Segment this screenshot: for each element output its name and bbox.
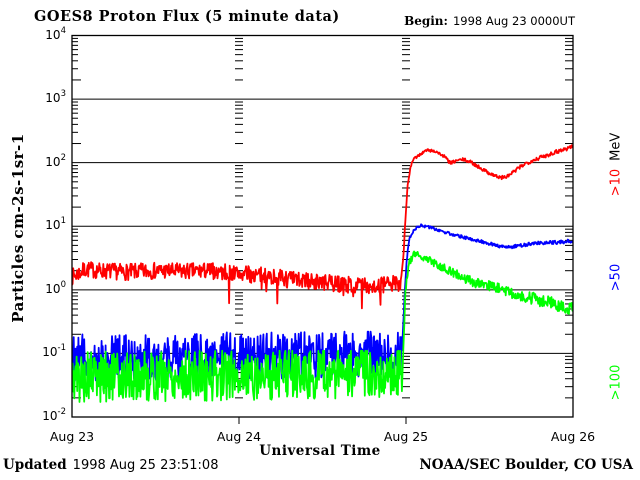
updated-value: 1998 Aug 25 23:51:08 xyxy=(72,458,219,473)
begin-label: Begin: xyxy=(404,14,448,28)
updated-label: Updated xyxy=(3,457,67,473)
series-label-gt10mev: >10MeV xyxy=(608,132,624,197)
y-tick-label: 101 xyxy=(45,216,66,233)
series-label-gt100: >100 xyxy=(608,364,624,401)
x-axis-label: Universal Time xyxy=(259,443,381,459)
chart-title: GOES8 Proton Flux (5 minute data) xyxy=(34,8,340,25)
x-tick-label: Aug 25 xyxy=(383,429,429,444)
y-tick-label: 102 xyxy=(45,152,66,169)
begin-timestamp: Begin: 1998 Aug 23 0000UT xyxy=(404,14,575,28)
series-label-gt50: >50 xyxy=(608,263,624,292)
credit-text: NOAA/SEC Boulder, CO USA xyxy=(419,457,633,473)
y-tick-label: 100 xyxy=(45,279,66,296)
y-tick-label: 104 xyxy=(45,25,66,42)
x-tick-label: Aug 24 xyxy=(216,429,262,444)
begin-value: 1998 Aug 23 0000UT xyxy=(452,14,575,28)
y-tick-label: 10-1 xyxy=(42,343,66,360)
y-tick-label: 103 xyxy=(45,89,66,106)
updated-timestamp: Updated 1998 Aug 25 23:51:08 xyxy=(3,457,218,473)
x-tick-label: Aug 26 xyxy=(550,429,596,444)
y-tick-label: 10-2 xyxy=(42,407,66,423)
x-tick-label: Aug 23 xyxy=(49,429,95,444)
